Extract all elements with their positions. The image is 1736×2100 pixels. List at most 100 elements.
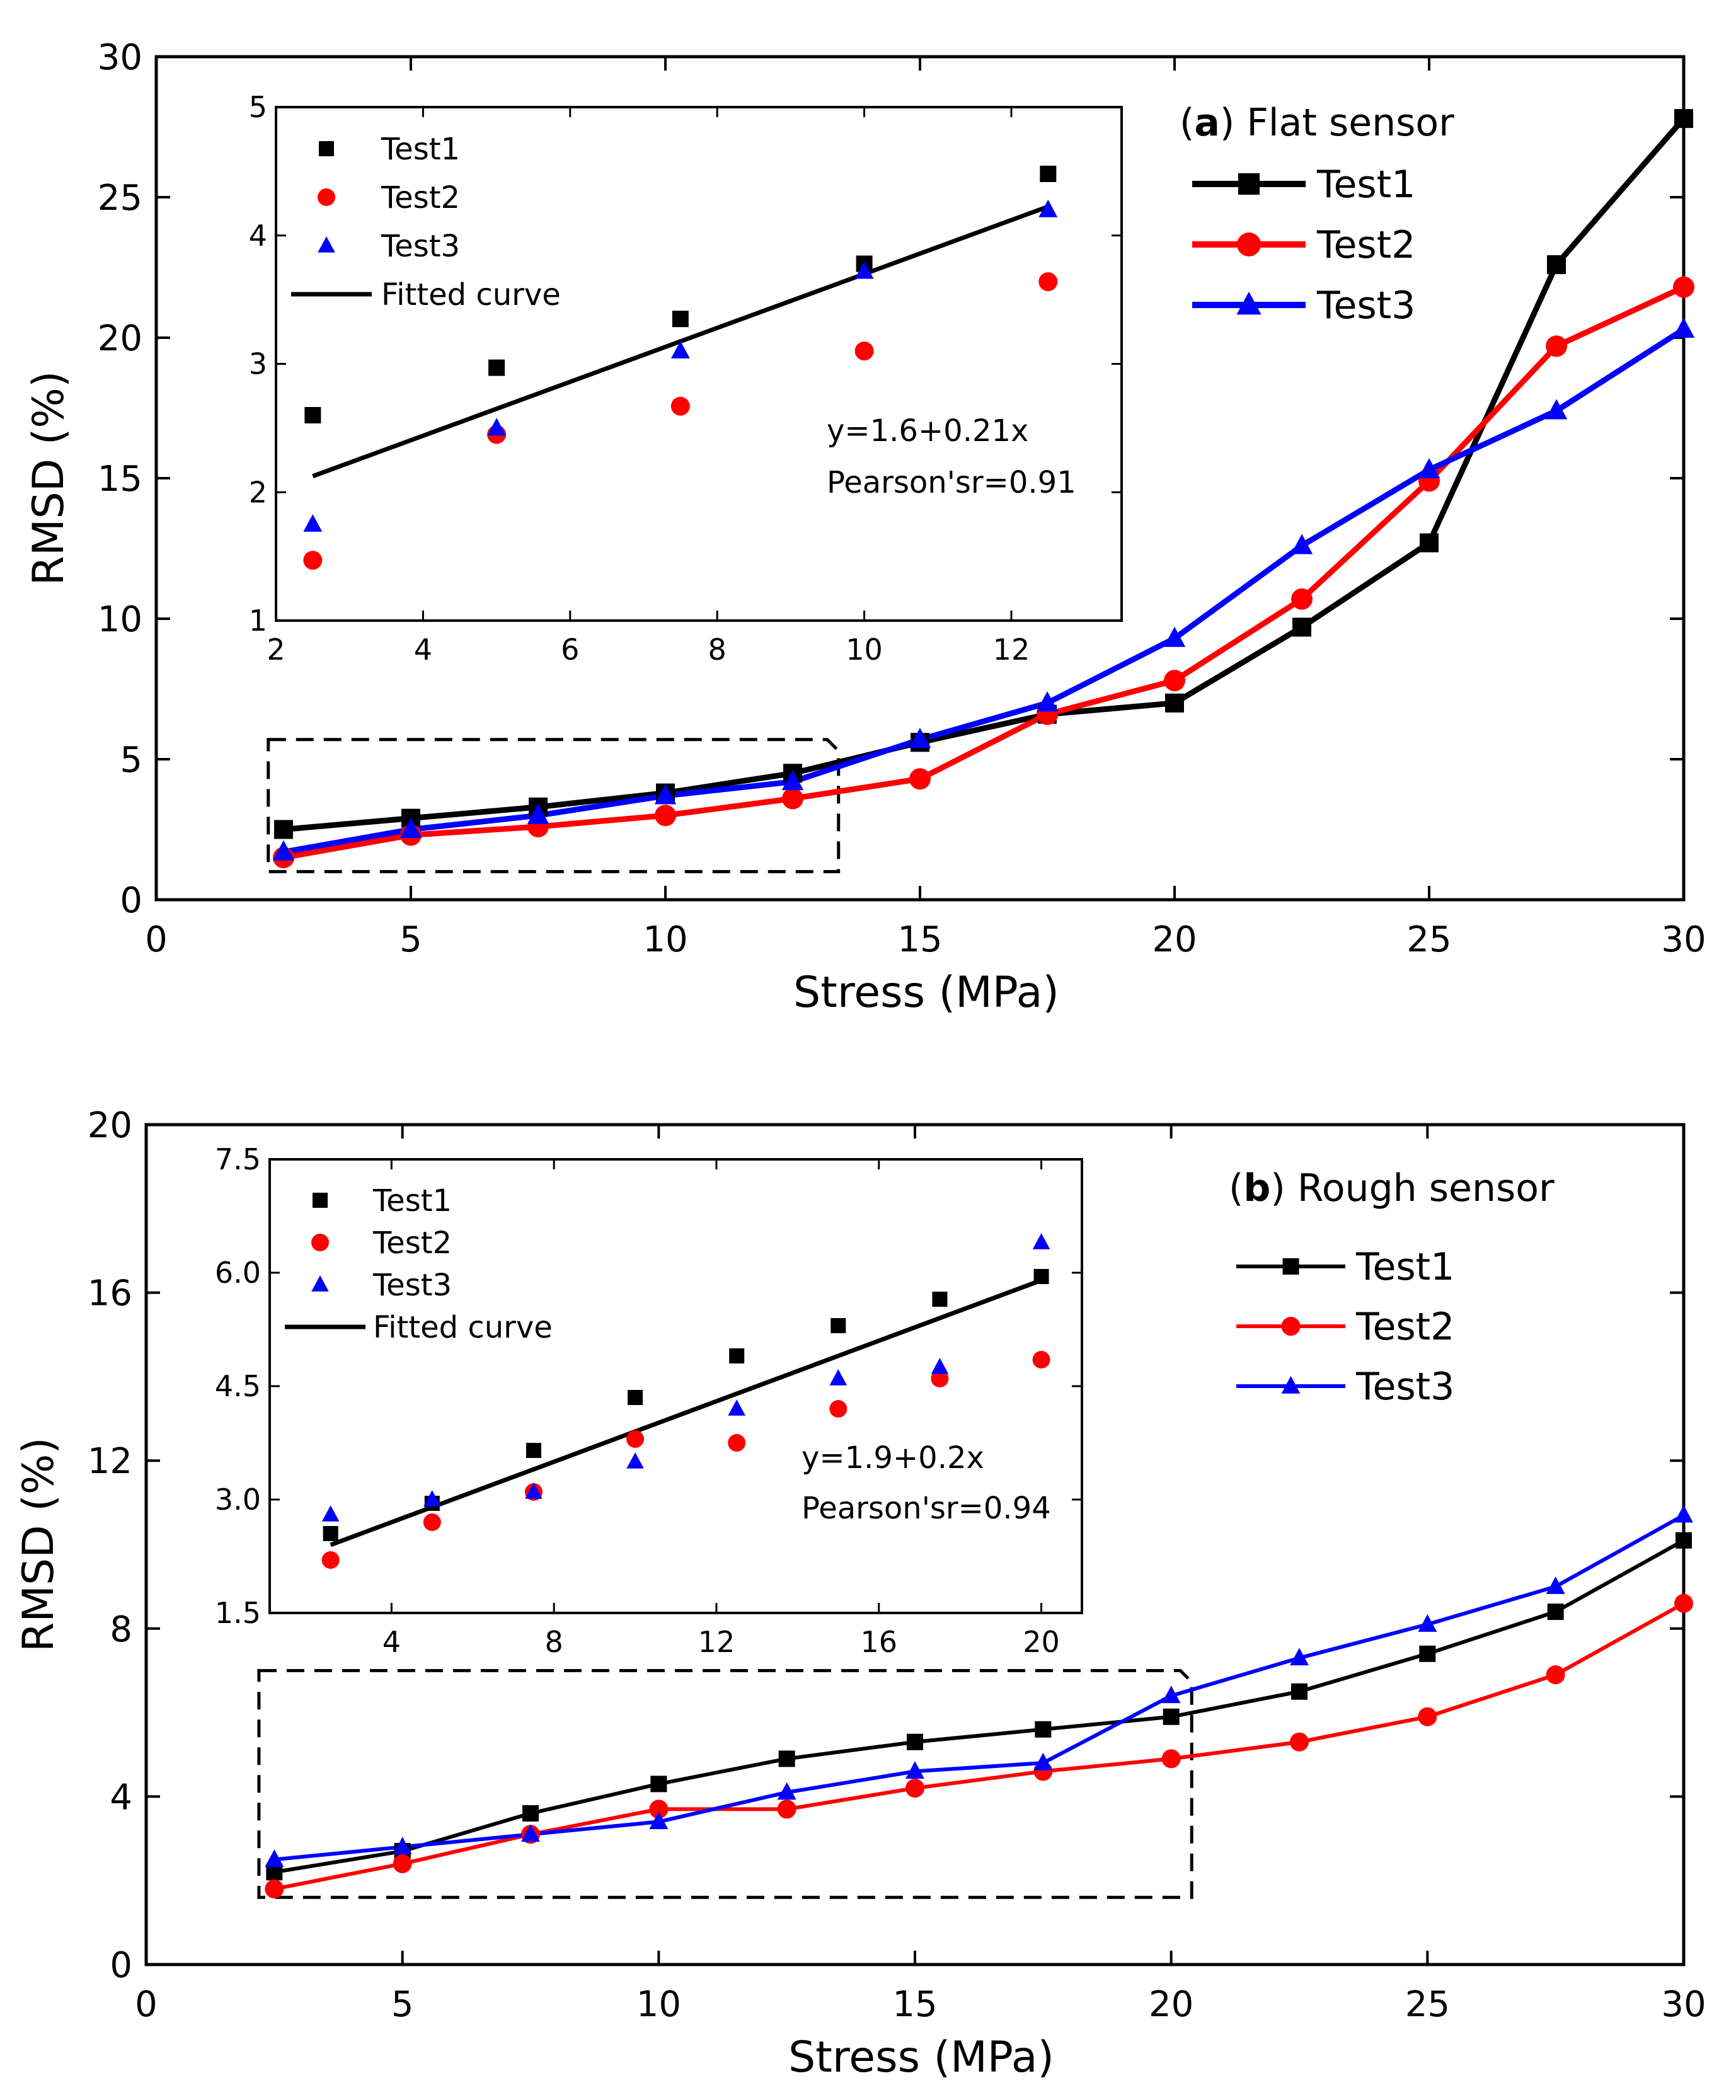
y-tick-label: 16 xyxy=(88,1273,132,1314)
legend-marker-test2 xyxy=(1237,232,1261,256)
inset-point-test2 xyxy=(1038,272,1058,292)
x-tick-label: 5 xyxy=(400,919,422,960)
data-point-test3 xyxy=(1290,1648,1309,1666)
inset-fitted-line xyxy=(330,1278,1042,1547)
pearson-coefficient: Pearson'sr=0.91 xyxy=(827,465,1076,500)
data-point-test1 xyxy=(522,1805,539,1822)
data-point-test2 xyxy=(1290,1732,1309,1752)
inset-point-test1 xyxy=(932,1292,948,1307)
inset-legend-label-fit: Fitted curve xyxy=(373,1310,553,1345)
data-point-test2 xyxy=(1161,1749,1181,1769)
data-point-test2 xyxy=(265,1879,284,1899)
x-tick-label: 15 xyxy=(897,919,942,960)
pearson-coefficient: Pearson'sr=0.94 xyxy=(802,1491,1051,1526)
data-point-test3 xyxy=(1033,1752,1053,1770)
inset-x-tick-label: 8 xyxy=(545,1625,563,1659)
data-point-test3 xyxy=(1163,626,1186,647)
inset-point-test3 xyxy=(321,1505,340,1522)
data-point-test2 xyxy=(909,768,931,790)
inset-x-tick-label: 6 xyxy=(561,633,579,667)
data-point-test3 xyxy=(527,803,549,824)
fit-equation: y=1.6+0.21x xyxy=(827,413,1028,449)
data-point-test1 xyxy=(1165,693,1184,713)
legend-label-test3: Test3 xyxy=(1355,1365,1454,1409)
legend-marker-test3 xyxy=(1236,291,1262,315)
data-point-test2 xyxy=(1673,276,1694,298)
y-tick-label: 25 xyxy=(98,178,142,219)
inset-legend-label-test1: Test1 xyxy=(381,132,460,167)
inset-point-test3 xyxy=(487,418,507,436)
inset-legend-label-test2: Test2 xyxy=(372,1225,452,1261)
y-tick-label: 15 xyxy=(98,459,142,500)
data-point-test1 xyxy=(1674,109,1693,129)
x-tick-label: 20 xyxy=(1149,1984,1193,2025)
data-point-test2 xyxy=(1546,335,1567,357)
legend-label-test2: Test2 xyxy=(1316,223,1415,267)
y-axis-title: RMSD (%) xyxy=(24,371,74,586)
inset-x-tick-label: 12 xyxy=(993,633,1030,667)
data-point-test3 xyxy=(777,1782,796,1800)
legend-label-test1: Test1 xyxy=(1316,163,1415,207)
inset-point-test2 xyxy=(728,1434,746,1452)
data-point-test3 xyxy=(1546,1576,1565,1594)
data-point-test1 xyxy=(1547,255,1566,275)
data-point-test2 xyxy=(1291,588,1313,610)
inset-legend-marker-test3 xyxy=(311,1275,329,1292)
inset-point-test3 xyxy=(303,514,323,532)
panel-title: (b) Rough sensor xyxy=(1229,1166,1555,1210)
x-tick-label: 20 xyxy=(1152,919,1197,960)
series-line-test2 xyxy=(273,1602,1685,1891)
inset-y-tick-label: 4 xyxy=(249,219,267,253)
inset-point-test2 xyxy=(626,1430,645,1448)
inset-frame xyxy=(268,1158,1083,1614)
data-point-test1 xyxy=(1547,1604,1564,1621)
x-tick-label: 5 xyxy=(391,1984,414,2025)
data-point-test3 xyxy=(781,770,804,791)
inset-point-test1 xyxy=(831,1318,846,1333)
inset-x-tick-label: 4 xyxy=(382,1625,401,1659)
inset-y-tick-label: 6.0 xyxy=(215,1256,261,1290)
data-point-test3 xyxy=(1418,1614,1437,1632)
inset-point-test1 xyxy=(729,1348,745,1363)
inset-y-tick-label: 7.5 xyxy=(215,1142,261,1176)
x-axis-title: Stress (MPa) xyxy=(788,2033,1054,2082)
legend-marker-test1 xyxy=(1282,1258,1299,1275)
y-tick-label: 8 xyxy=(110,1609,132,1650)
data-point-test3 xyxy=(649,1811,669,1830)
inset-point-test2 xyxy=(854,341,874,361)
data-point-test2 xyxy=(1418,1707,1437,1726)
data-point-test3 xyxy=(1036,691,1059,712)
data-point-test3 xyxy=(1418,458,1440,479)
panel-title: (a) Flat sensor xyxy=(1180,101,1454,145)
series-line-test3 xyxy=(283,326,1686,855)
data-point-test2 xyxy=(393,1854,412,1874)
inset-y-tick-label: 3.0 xyxy=(215,1483,261,1517)
inset-point-test1 xyxy=(672,311,689,328)
inset-legend-marker-test1 xyxy=(319,141,334,156)
x-tick-label: 15 xyxy=(892,1984,937,2025)
inset-point-test3 xyxy=(931,1358,949,1374)
inset-y-tick-label: 3 xyxy=(249,347,267,381)
inset-chart: 4 8 12 16 20 1.5 3.0 4.5 6.0 7.5 Test1 Test2 Test3 Fi… xyxy=(215,1142,1083,1659)
data-point-test2 xyxy=(655,805,676,827)
x-tick-label: 0 xyxy=(145,919,168,960)
inset-point-test1 xyxy=(304,407,321,423)
inset-point-test3 xyxy=(626,1452,644,1469)
data-point-test3 xyxy=(1672,318,1695,338)
fit-equation: y=1.9+0.2x xyxy=(802,1440,984,1476)
inset-point-test3 xyxy=(1032,1233,1050,1249)
inset-legend-marker-test2 xyxy=(311,1234,329,1251)
data-point-test3 xyxy=(400,817,422,838)
panel-paren-open: ( xyxy=(1180,101,1194,145)
series-line-test3 xyxy=(274,1513,1685,1862)
inset-x-tick-label: 10 xyxy=(846,633,883,667)
inset-x-tick-label: 16 xyxy=(860,1625,897,1659)
x-tick-label: 10 xyxy=(636,1984,681,2025)
panel-letter: a xyxy=(1194,101,1220,145)
inset-x-tick-label: 2 xyxy=(267,633,285,667)
zoom-highlight-box xyxy=(257,1668,1193,1899)
inset-point-test2 xyxy=(931,1370,949,1387)
data-point-test3 xyxy=(393,1837,412,1855)
panel-paren-open: ( xyxy=(1229,1166,1243,1210)
